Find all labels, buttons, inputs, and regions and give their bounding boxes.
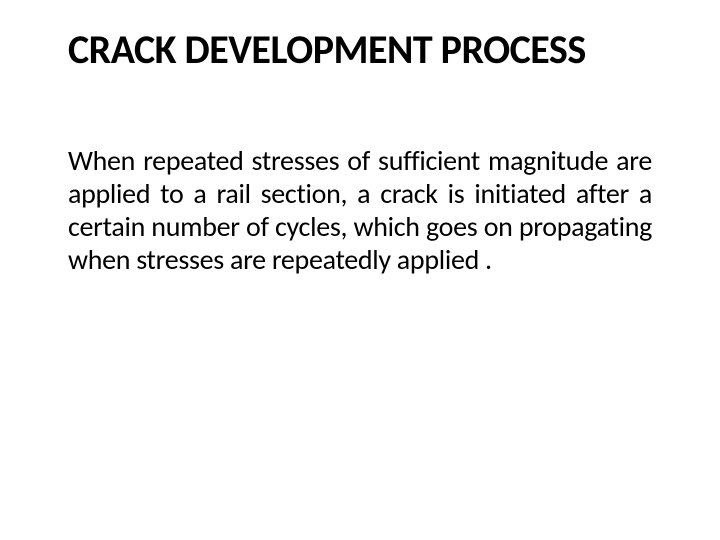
slide-title: CRACK DEVELOPMENT PROCESS — [68, 28, 652, 72]
slide: CRACK DEVELOPMENT PROCESS When repeated … — [0, 0, 720, 540]
slide-body-text: When repeated stresses of sufficient mag… — [68, 144, 652, 276]
